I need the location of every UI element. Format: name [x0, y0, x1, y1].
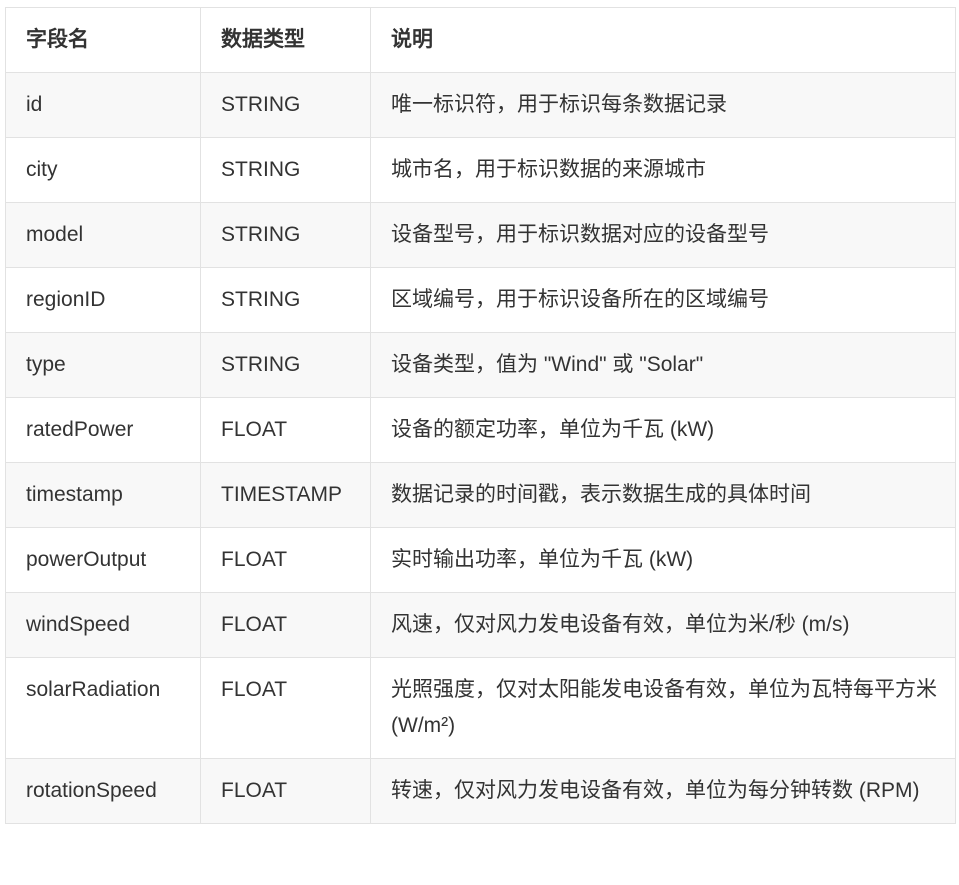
table-row: city STRING 城市名，用于标识数据的来源城市	[5, 137, 956, 203]
data-type-cell: FLOAT	[200, 527, 371, 593]
field-table: 字段名 数据类型 说明 id STRING 唯一标识符，用于标识每条数据记录 city…	[5, 7, 956, 824]
table-row: powerOutput FLOAT 实时输出功率，单位为千瓦 (kW)	[5, 527, 956, 593]
data-type-cell: TIMESTAMP	[200, 462, 371, 528]
table-row: timestamp TIMESTAMP 数据记录的时间戳，表示数据生成的具体时间	[5, 462, 956, 528]
data-type-cell: STRING	[200, 72, 371, 138]
field-name-cell: rotationSpeed	[5, 758, 201, 824]
description-cell: 实时输出功率，单位为千瓦 (kW)	[370, 527, 956, 593]
description-cell: 设备类型，值为 "Wind" 或 "Solar"	[370, 332, 956, 398]
field-name-cell: ratedPower	[5, 397, 201, 463]
field-name-cell: timestamp	[5, 462, 201, 528]
table-row: rotationSpeed FLOAT 转速，仅对风力发电设备有效，单位为每分钟转数…	[5, 758, 956, 824]
data-type-cell: FLOAT	[200, 758, 371, 824]
field-name-cell: city	[5, 137, 201, 203]
table-row: solarRadiation FLOAT 光照强度，仅对太阳能发电设备有效，单位为瓦…	[5, 657, 956, 759]
data-type-cell: STRING	[200, 332, 371, 398]
description-cell: 数据记录的时间戳，表示数据生成的具体时间	[370, 462, 956, 528]
description-cell: 区域编号，用于标识设备所在的区域编号	[370, 267, 956, 333]
data-type-cell: STRING	[200, 137, 371, 203]
table-row: windSpeed FLOAT 风速，仅对风力发电设备有效，单位为米/秒 (m/s)	[5, 592, 956, 658]
field-name-cell: id	[5, 72, 201, 138]
description-cell: 设备的额定功率，单位为千瓦 (kW)	[370, 397, 956, 463]
data-type-cell: FLOAT	[200, 397, 371, 463]
data-type-cell: FLOAT	[200, 592, 371, 658]
header-description: 说明	[370, 7, 956, 73]
field-name-cell: solarRadiation	[5, 657, 201, 759]
description-cell: 设备型号，用于标识数据对应的设备型号	[370, 202, 956, 268]
field-name-cell: type	[5, 332, 201, 398]
table-row: ratedPower FLOAT 设备的额定功率，单位为千瓦 (kW)	[5, 397, 956, 463]
field-name-cell: regionID	[5, 267, 201, 333]
description-cell: 城市名，用于标识数据的来源城市	[370, 137, 956, 203]
header-field-name: 字段名	[5, 7, 201, 73]
description-cell: 转速，仅对风力发电设备有效，单位为每分钟转数 (RPM)	[370, 758, 956, 824]
data-type-cell: STRING	[200, 267, 371, 333]
description-cell: 唯一标识符，用于标识每条数据记录	[370, 72, 956, 138]
table-header-row: 字段名 数据类型 说明	[5, 7, 956, 73]
data-type-cell: STRING	[200, 202, 371, 268]
table-row: id STRING 唯一标识符，用于标识每条数据记录	[5, 72, 956, 138]
data-type-cell: FLOAT	[200, 657, 371, 759]
table-row: regionID STRING 区域编号，用于标识设备所在的区域编号	[5, 267, 956, 333]
field-name-cell: model	[5, 202, 201, 268]
description-cell: 光照强度，仅对太阳能发电设备有效，单位为瓦特每平方米 (W/m²)	[370, 657, 956, 759]
header-data-type: 数据类型	[200, 7, 371, 73]
description-cell: 风速，仅对风力发电设备有效，单位为米/秒 (m/s)	[370, 592, 956, 658]
table-row: model STRING 设备型号，用于标识数据对应的设备型号	[5, 202, 956, 268]
field-name-cell: powerOutput	[5, 527, 201, 593]
table-row: type STRING 设备类型，值为 "Wind" 或 "Solar"	[5, 332, 956, 398]
field-name-cell: windSpeed	[5, 592, 201, 658]
